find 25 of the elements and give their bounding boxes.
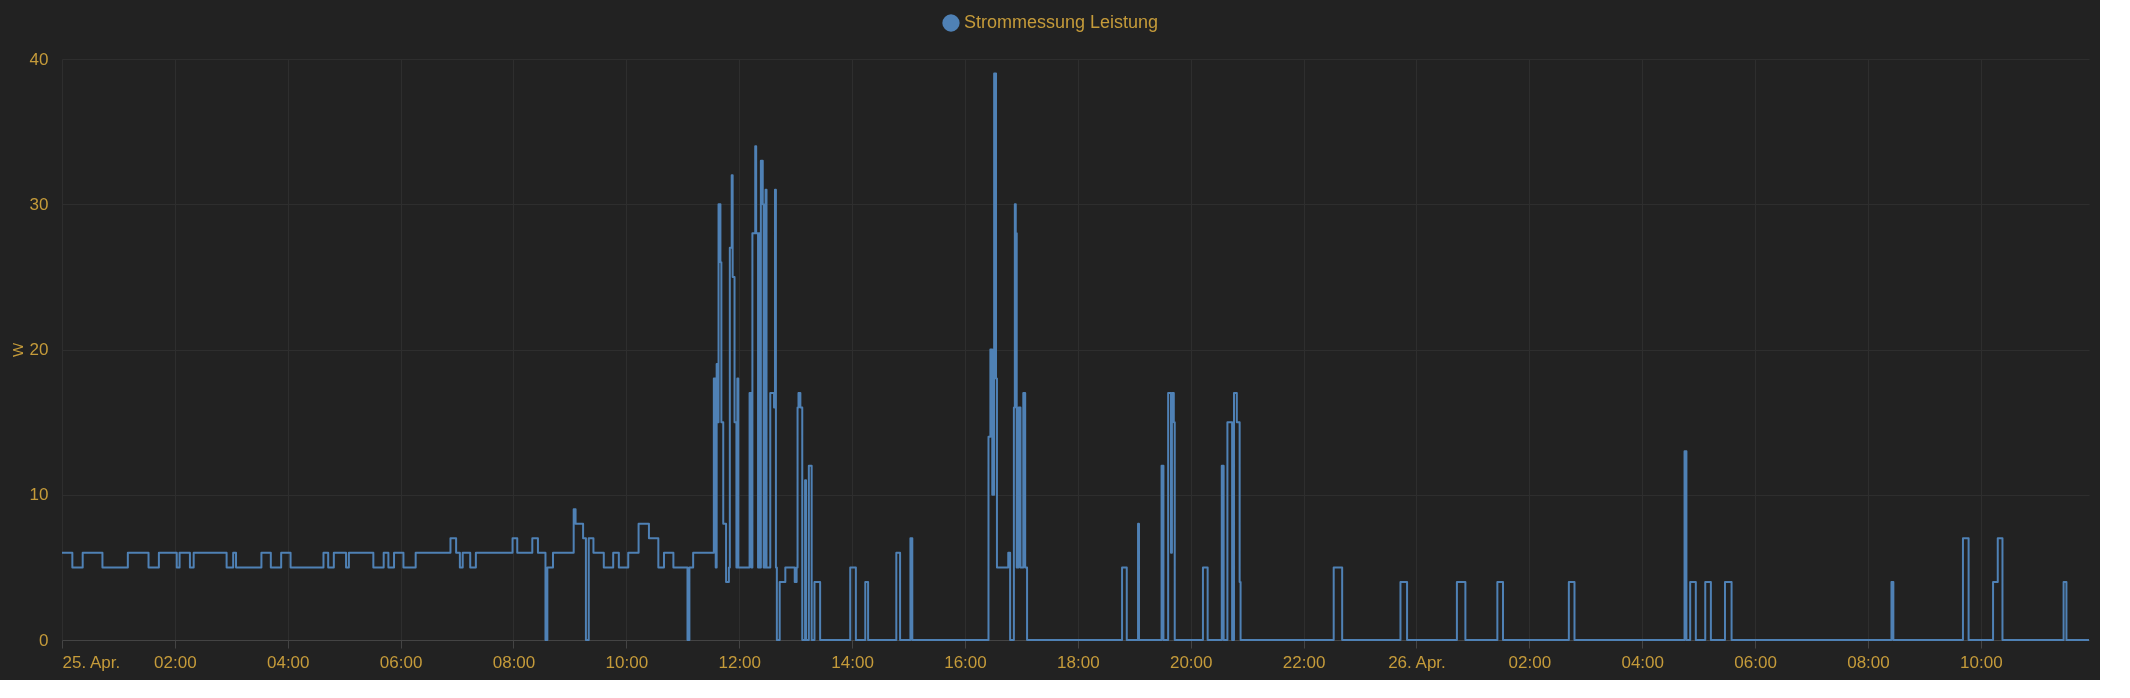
x-tick-label: 10:00 <box>605 652 649 672</box>
x-tick-label: 10:00 <box>1960 652 2003 672</box>
y-axis-title: W <box>8 342 26 358</box>
y-tick-label: 10 <box>29 485 49 505</box>
x-tick-label: 02:00 <box>154 652 197 672</box>
y-tick-label: 20 <box>29 340 49 359</box>
x-tick-label: 06:00 <box>379 652 423 672</box>
legend-label: Strommessung Leistung <box>964 12 1159 32</box>
x-tick-label: 12:00 <box>718 652 762 672</box>
x-tick-label: 20:00 <box>1169 652 1213 672</box>
x-tick-label: 25. Apr. <box>62 652 121 672</box>
x-tick-label: 16:00 <box>944 652 987 672</box>
x-tick-label: 06:00 <box>1734 652 1777 672</box>
x-tick-label: 02:00 <box>1508 652 1552 672</box>
x-tick-label: 22:00 <box>1282 652 1326 672</box>
x-tick-label: 08:00 <box>1847 652 1890 672</box>
y-tick-label: 30 <box>29 194 49 214</box>
x-tick-label: 04:00 <box>1621 652 1664 672</box>
x-tick-label: 08:00 <box>492 652 536 672</box>
x-tick-label: 18:00 <box>1057 652 1100 672</box>
y-tick-label: 40 <box>29 49 49 69</box>
x-tick-label: 04:00 <box>266 652 310 672</box>
y-tick-label: 0 <box>39 630 49 650</box>
x-tick-label: 14:00 <box>831 652 874 672</box>
x-tick-label: 26. Apr. <box>1388 652 1446 672</box>
